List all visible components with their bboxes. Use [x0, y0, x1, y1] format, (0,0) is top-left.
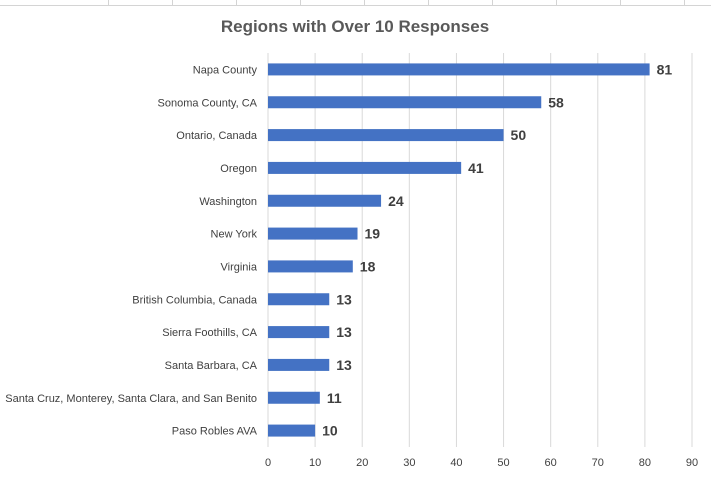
- data-label-0: 81: [657, 61, 673, 77]
- category-label-2: Ontario, Canada: [176, 130, 258, 142]
- x-tick-label-50: 50: [497, 457, 509, 469]
- x-tick-label-10: 10: [309, 457, 321, 469]
- data-label-5: 19: [365, 226, 381, 242]
- x-tick-label-90: 90: [686, 457, 698, 469]
- x-tick-label-30: 30: [403, 457, 415, 469]
- data-label-11: 10: [322, 423, 338, 439]
- data-labels: 81 58 50 41 24 19 18 13 13 13 11 10: [322, 61, 672, 438]
- x-tick-label-40: 40: [450, 457, 462, 469]
- bar-3[interactable]: [268, 161, 462, 174]
- category-label-4: Washington: [199, 196, 257, 208]
- bar-10[interactable]: [268, 391, 320, 404]
- bar-1[interactable]: [268, 96, 542, 109]
- bar-4[interactable]: [268, 194, 382, 207]
- category-label-0: Napa County: [193, 64, 258, 76]
- spreadsheet-gridlines: [0, 0, 711, 6]
- chart-title: Regions with Over 10 Responses: [221, 17, 489, 36]
- data-label-2: 50: [511, 127, 527, 143]
- category-label-5: New York: [211, 229, 258, 241]
- category-label-8: Sierra Foothills, CA: [162, 327, 257, 339]
- bar-11[interactable]: [268, 424, 316, 437]
- data-label-10: 11: [327, 390, 342, 406]
- category-label-6: Virginia: [221, 261, 258, 273]
- bar-7[interactable]: [268, 293, 330, 306]
- category-label-10: Santa Cruz, Monterey, Santa Clara, and S…: [5, 393, 257, 405]
- x-tick-label-0: 0: [265, 457, 271, 469]
- bar-5[interactable]: [268, 227, 358, 240]
- category-label-7: British Columbia, Canada: [132, 294, 258, 306]
- x-tick-label-70: 70: [592, 457, 604, 469]
- x-tick-label-60: 60: [545, 457, 557, 469]
- bar-9[interactable]: [268, 358, 330, 371]
- bar-6[interactable]: [268, 260, 353, 273]
- data-label-6: 18: [360, 258, 376, 274]
- data-label-1: 58: [548, 94, 564, 110]
- bar-2[interactable]: [268, 129, 504, 142]
- x-tick-label-20: 20: [356, 457, 368, 469]
- bar-8[interactable]: [268, 326, 330, 339]
- x-tick-label-80: 80: [639, 457, 651, 469]
- bar-0[interactable]: [268, 63, 650, 76]
- category-label-1: Sonoma County, CA: [158, 97, 258, 109]
- data-label-7: 13: [336, 291, 352, 307]
- category-label-3: Oregon: [220, 163, 257, 175]
- bars: [268, 63, 650, 437]
- gridlines: [267, 53, 693, 447]
- data-label-4: 24: [388, 193, 404, 209]
- data-label-3: 41: [468, 160, 484, 176]
- data-label-9: 13: [336, 357, 352, 373]
- data-label-8: 13: [336, 324, 352, 340]
- category-labels: Napa County Sonoma County, CA Ontario, Can…: [5, 64, 258, 437]
- category-label-9: Santa Barbara, CA: [165, 360, 258, 372]
- category-label-11: Paso Robles AVA: [172, 426, 258, 438]
- x-axis-ticks: 0 10 20 30 40 50 60 70 80 90: [265, 457, 698, 469]
